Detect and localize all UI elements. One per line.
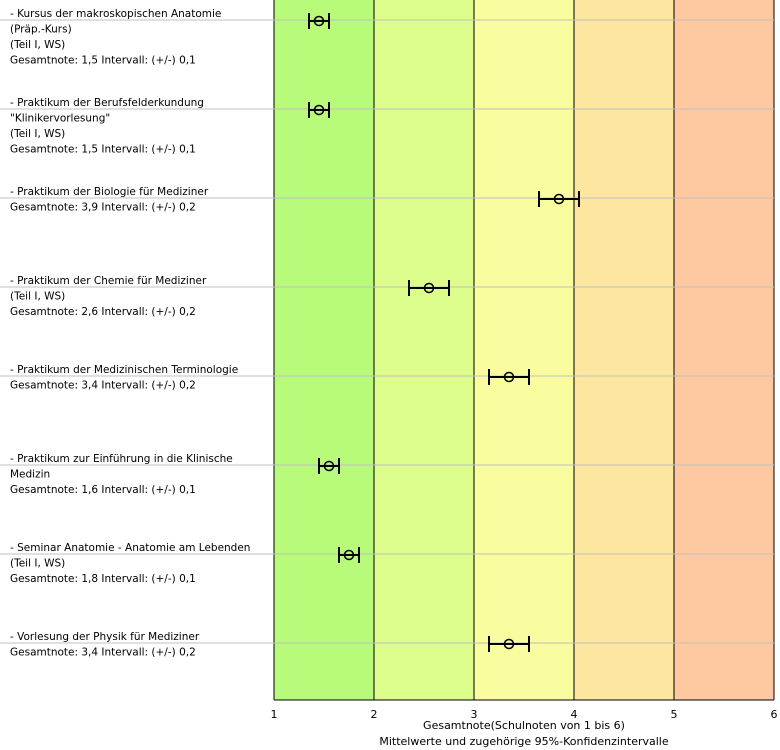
item-labels: - Kursus der makroskopischen Anatomie (Pr… bbox=[10, 8, 250, 659]
grade-band-2 bbox=[374, 0, 474, 700]
x-tick-label: 3 bbox=[471, 708, 478, 721]
item-label: - Praktikum der Berufsfelderkundung "Klin… bbox=[10, 97, 204, 156]
grade-band-5 bbox=[674, 0, 774, 700]
item-label: - Praktikum der Chemie für Mediziner (Tei… bbox=[10, 275, 207, 318]
data-marks bbox=[308, 13, 580, 652]
chart-subtitle: Mittelwerte und zugehörige 95%-Konfidenz… bbox=[379, 735, 669, 748]
x-tick-label: 5 bbox=[671, 708, 678, 721]
mean-point bbox=[553, 193, 565, 205]
item-label: - Praktikum zur Einführung in die Klinis… bbox=[10, 453, 233, 496]
mean-point bbox=[313, 104, 325, 116]
x-tick-label: 4 bbox=[571, 708, 578, 721]
mean-point bbox=[423, 282, 435, 294]
mean-point bbox=[323, 460, 335, 472]
mean-point bbox=[313, 15, 325, 27]
mean-point bbox=[343, 549, 355, 561]
item-label: - Praktikum der Biologie für Mediziner Ge… bbox=[10, 186, 209, 214]
item-label: - Kursus der makroskopischen Anatomie (Pr… bbox=[10, 8, 221, 67]
mean-point bbox=[503, 371, 515, 383]
item-label: - Vorlesung der Physik für Mediziner Gesa… bbox=[10, 631, 200, 659]
grid-lines bbox=[0, 0, 775, 701]
x-tick-label: 6 bbox=[771, 708, 778, 721]
item-label: - Praktikum der Medizinischen Terminolog… bbox=[10, 364, 238, 392]
x-tick-label: 2 bbox=[371, 708, 378, 721]
grade-band-3 bbox=[474, 0, 574, 700]
grade-bands bbox=[274, 0, 774, 700]
mean-point bbox=[503, 638, 515, 650]
x-axis-ticks: 1 2 3 4 5 6 bbox=[271, 708, 778, 721]
item-label: - Seminar Anatomie - Anatomie am Lebende… bbox=[10, 542, 250, 585]
x-tick-label: 1 bbox=[271, 708, 278, 721]
grade-band-4 bbox=[574, 0, 674, 700]
grade-band-1 bbox=[274, 0, 374, 700]
x-axis-label: Gesamtnote(Schulnoten von 1 bis 6) bbox=[423, 719, 625, 732]
